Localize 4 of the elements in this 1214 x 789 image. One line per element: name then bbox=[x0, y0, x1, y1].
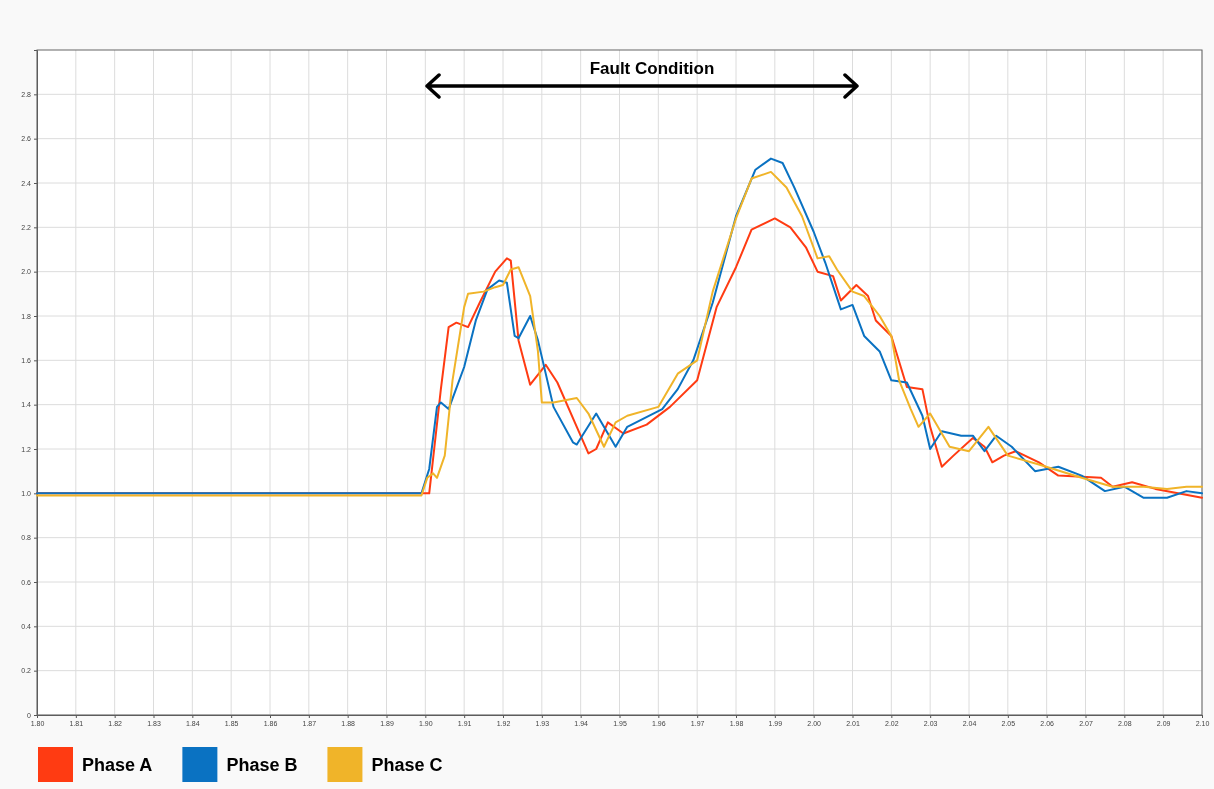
legend-label: Phase B bbox=[226, 755, 298, 775]
legend-label: Phase A bbox=[82, 755, 153, 775]
legend-label: Phase C bbox=[371, 755, 443, 775]
annotation: Fault Condition bbox=[589, 59, 715, 78]
